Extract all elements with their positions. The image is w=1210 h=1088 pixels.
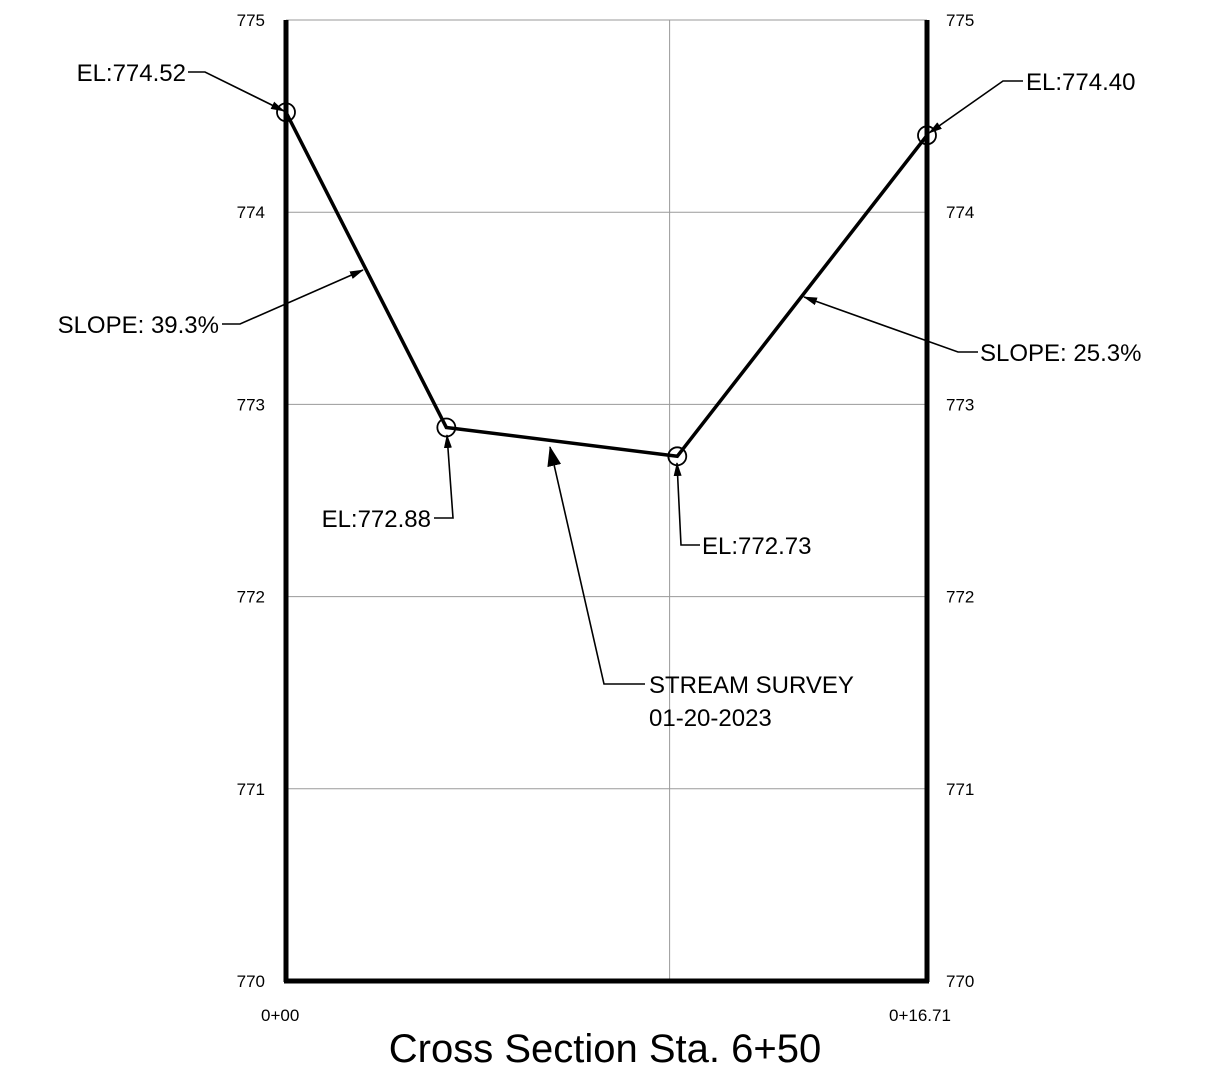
leader-el-bottom-left — [434, 434, 454, 519]
data-point-marker — [917, 125, 937, 146]
y-tick-label-left: 773 — [237, 395, 265, 414]
y-tick-label-right: 770 — [946, 972, 974, 991]
leader-el-right-top — [928, 80, 1023, 134]
gridlines — [286, 19, 927, 982]
label-survey-line-2: 01-20-2023 — [649, 705, 772, 732]
label-el-bottom-right: EL:772.73 — [702, 533, 811, 560]
chart-title: Cross Section Sta. 6+50 — [389, 1027, 821, 1071]
leader-slope-left — [222, 269, 364, 325]
leader-el-bottom-right — [673, 462, 700, 546]
y-tick-label-left: 775 — [237, 11, 265, 30]
label-el-right-top: EL:774.40 — [1026, 69, 1135, 96]
callout-leaders — [188, 71, 1023, 685]
y-tick-label-right: 772 — [946, 588, 974, 607]
y-tick-label-left: 770 — [237, 972, 265, 991]
y-tick-label-right: 775 — [946, 11, 974, 30]
y-tick-label-right: 771 — [946, 780, 974, 799]
leader-slope-right — [803, 296, 978, 353]
y-tick-label-right: 773 — [946, 395, 974, 414]
y-tick-label-right: 774 — [946, 203, 974, 222]
label-el-bottom-left: EL:772.88 — [322, 506, 431, 533]
y-tick-label-left: 771 — [237, 780, 265, 799]
label-slope-right: SLOPE: 25.3% — [980, 340, 1141, 367]
x-tick-label-start: 0+00 — [261, 1006, 299, 1025]
ground-profile-series — [276, 102, 937, 467]
y-tick-label-left: 772 — [237, 588, 265, 607]
label-survey-line-1: STREAM SURVEY — [649, 672, 854, 699]
label-slope-left: SLOPE: 39.3% — [58, 312, 219, 339]
ground-profile-line — [284, 111, 929, 459]
x-tick-label-end: 0+16.71 — [889, 1006, 951, 1025]
data-point-marker — [276, 102, 296, 123]
leader-el-left-top — [188, 71, 285, 112]
leader-stream-survey — [547, 446, 645, 685]
y-tick-label-left: 774 — [237, 203, 265, 222]
label-el-left-top: EL:774.52 — [77, 60, 186, 87]
y-tick-labels: 770 770 771 771 772 772 773 773 774 774 775 775 — [237, 11, 975, 991]
